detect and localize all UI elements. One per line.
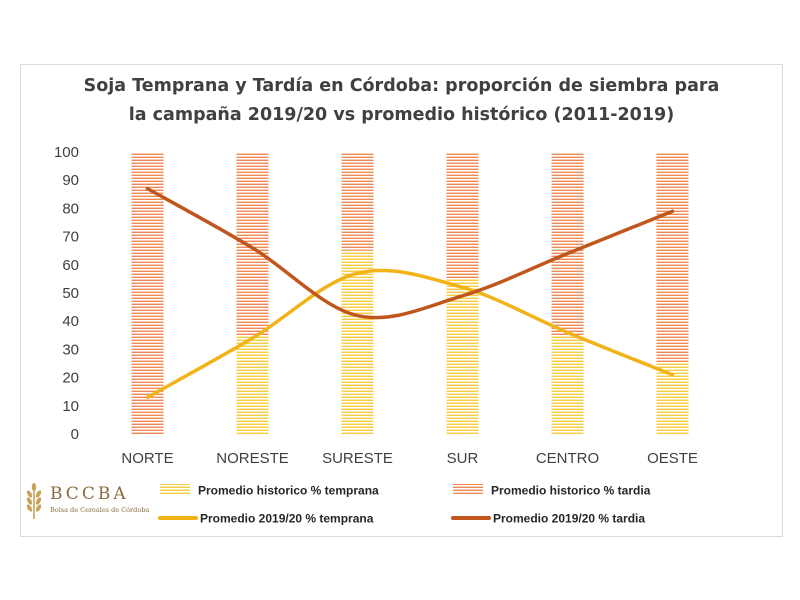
y-tick-label: 0 — [71, 426, 79, 443]
line-2019-20-temprana — [145, 268, 675, 400]
y-tick-label: 100 — [54, 144, 79, 161]
bar-historico-tardia — [131, 152, 164, 434]
logo: BCCBA Bolsa de Cereales de Córdoba — [22, 480, 152, 524]
y-tick-label: 30 — [62, 341, 79, 358]
line-2019-20-tardia — [145, 186, 675, 320]
bar-historico-temprana — [446, 278, 479, 434]
y-tick-label: 20 — [62, 370, 79, 387]
legend: Promedio historico % temprana Promedio hi… — [158, 484, 651, 526]
wheat-icon — [26, 483, 42, 519]
x-tick-label: SUR — [447, 450, 479, 467]
legend-label: Promedio historico % temprana — [198, 484, 379, 498]
y-tick-label: 50 — [62, 285, 79, 302]
x-tick-label: OESTE — [647, 450, 698, 467]
chart-title: Soja Temprana y Tardía en Córdoba: propo… — [20, 72, 783, 130]
y-tick-label: 70 — [62, 229, 79, 246]
legend-swatch — [453, 484, 483, 495]
bar-historico-temprana — [551, 335, 584, 434]
x-tick-label: SURESTE — [322, 450, 393, 467]
bars — [131, 152, 689, 434]
legend-label: Promedio 2019/20 % temprana — [200, 512, 374, 526]
logo-name: BCCBA — [50, 484, 129, 504]
bar-historico-tardia — [236, 152, 269, 336]
x-tick-label: NORTE — [121, 450, 173, 467]
y-tick-label: 10 — [62, 398, 79, 415]
chart-title-line-2: la campaña 2019/20 vs promedio histórico… — [128, 105, 675, 125]
lines — [145, 186, 675, 400]
bar-historico-tardia — [341, 152, 374, 251]
y-axis: 0 10 20 30 40 50 60 70 80 90 100 — [54, 144, 79, 443]
bar-historico-tardia — [446, 152, 479, 279]
y-tick-label: 40 — [62, 313, 79, 330]
bar-historico-tardia — [551, 152, 584, 336]
y-tick-label: 60 — [62, 257, 79, 274]
chart-title-line-1: Soja Temprana y Tardía en Córdoba: propo… — [83, 76, 720, 96]
y-tick-label: 90 — [62, 172, 79, 189]
logo-subtitle: Bolsa de Cereales de Córdoba — [50, 506, 150, 514]
bar-historico-temprana — [341, 250, 374, 434]
legend-swatch — [160, 484, 190, 495]
legend-label: Promedio historico % tardia — [491, 484, 651, 498]
y-tick-label: 80 — [62, 200, 79, 217]
x-tick-label: CENTRO — [536, 450, 599, 467]
x-axis: NORTE NORESTE SURESTE SUR CENTRO OESTE — [121, 450, 698, 467]
x-tick-label: NORESTE — [216, 450, 289, 467]
bar-historico-temprana — [236, 335, 269, 434]
legend-label: Promedio 2019/20 % tardia — [493, 512, 645, 526]
bar-historico-tardia — [656, 152, 689, 364]
